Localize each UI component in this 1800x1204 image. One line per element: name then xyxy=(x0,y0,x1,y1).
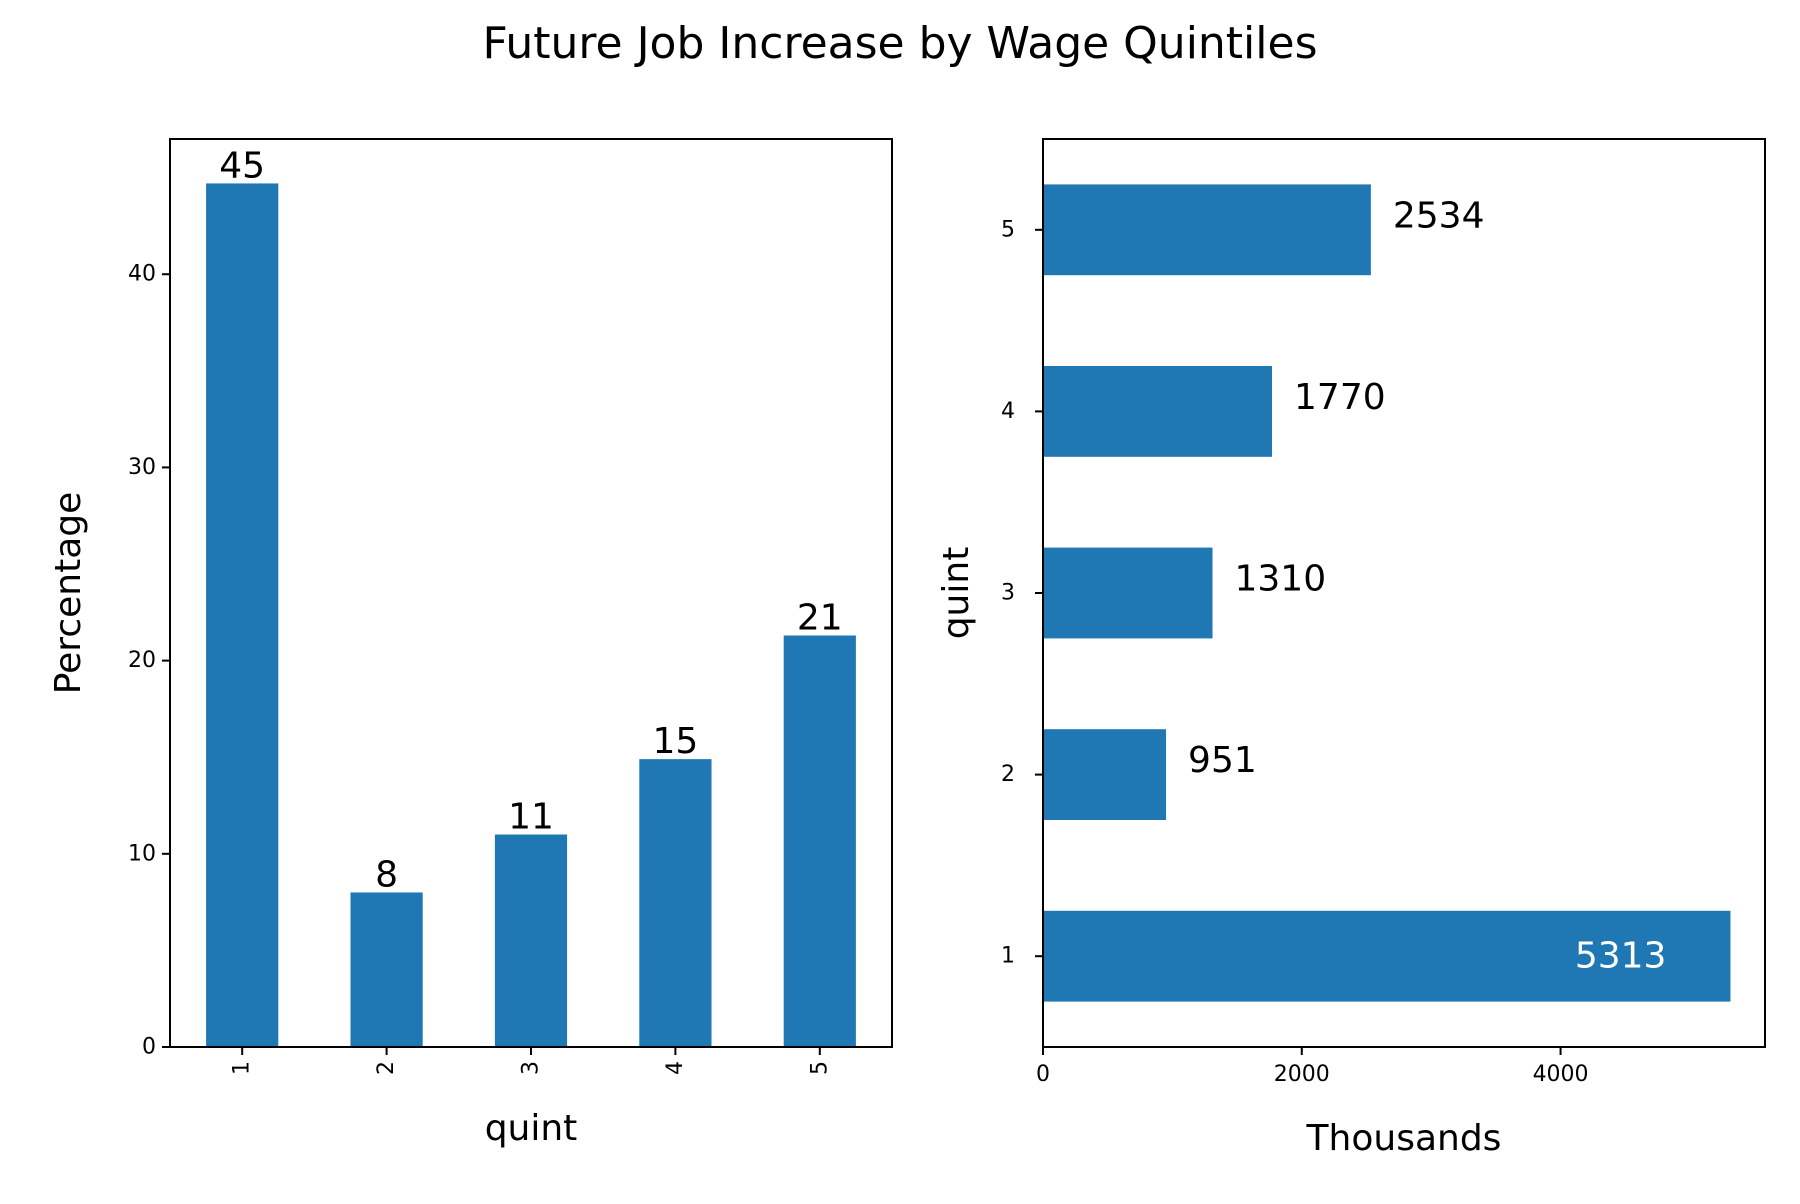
left-y-axis-label: Percentage xyxy=(48,492,89,695)
x-tick-label: 0 xyxy=(1036,1062,1050,1087)
hbar-value-label: 2534 xyxy=(1393,195,1485,236)
x-tick-label: 4 xyxy=(663,1061,688,1075)
hbar-value-label: 1310 xyxy=(1235,559,1327,600)
bar-value-label: 21 xyxy=(797,598,843,639)
hbar-quint-4 xyxy=(1043,366,1273,457)
figure-title: Future Job Increase by Wage Quintiles xyxy=(482,18,1317,69)
bar-value-label: 15 xyxy=(652,721,698,762)
x-tick-label: 1 xyxy=(230,1061,255,1075)
left-x-axis-label: quint xyxy=(485,1108,578,1149)
y-tick-label: 5 xyxy=(1001,217,1015,242)
left-plot-frame xyxy=(169,138,893,1048)
bar-value-label: 8 xyxy=(375,854,398,895)
bar-quint-4 xyxy=(639,759,712,1047)
bar-value-label: 11 xyxy=(508,796,554,837)
right-y-axis-label: quint xyxy=(936,547,977,640)
bar-quint-1 xyxy=(206,183,279,1048)
x-tick-label: 4000 xyxy=(1533,1062,1589,1087)
hbar-quint-1 xyxy=(1043,910,1731,1002)
thousands-hbar-chart: 5313 951 1310 1770 2534 0 2000 4000 1 2 3 4 5 Thou… xyxy=(936,138,1766,1159)
y-tick-label: 4 xyxy=(1001,399,1015,424)
y-tick-label: 1 xyxy=(1001,944,1015,969)
bar-quint-5 xyxy=(783,635,856,1047)
y-tick-label: 2 xyxy=(1001,762,1015,787)
bar-quint-2 xyxy=(350,892,423,1047)
x-tick-label: 2000 xyxy=(1274,1062,1330,1087)
hbar-quint-2 xyxy=(1043,729,1167,820)
y-tick-label: 30 xyxy=(128,455,156,480)
bar-value-label: 45 xyxy=(219,145,265,186)
y-tick-label: 3 xyxy=(1001,581,1015,606)
y-tick-label: 20 xyxy=(128,648,156,673)
bar-quint-3 xyxy=(494,834,568,1047)
hbar-value-label: 1770 xyxy=(1294,377,1386,418)
hbar-quint-5 xyxy=(1043,184,1371,276)
y-tick-label: 40 xyxy=(128,262,156,287)
x-tick-label: 2 xyxy=(374,1061,399,1075)
y-tick-label: 0 xyxy=(142,1035,156,1060)
hbar-quint-3 xyxy=(1043,547,1213,639)
right-plot-frame xyxy=(1042,138,1766,1048)
hbar-value-label: 951 xyxy=(1188,740,1257,781)
y-tick-label: 10 xyxy=(128,841,156,866)
x-tick-label: 5 xyxy=(807,1061,832,1075)
x-tick-label: 3 xyxy=(519,1061,544,1075)
right-x-axis-label: Thousands xyxy=(1306,1118,1502,1159)
hbar-value-label: 5313 xyxy=(1575,936,1667,977)
